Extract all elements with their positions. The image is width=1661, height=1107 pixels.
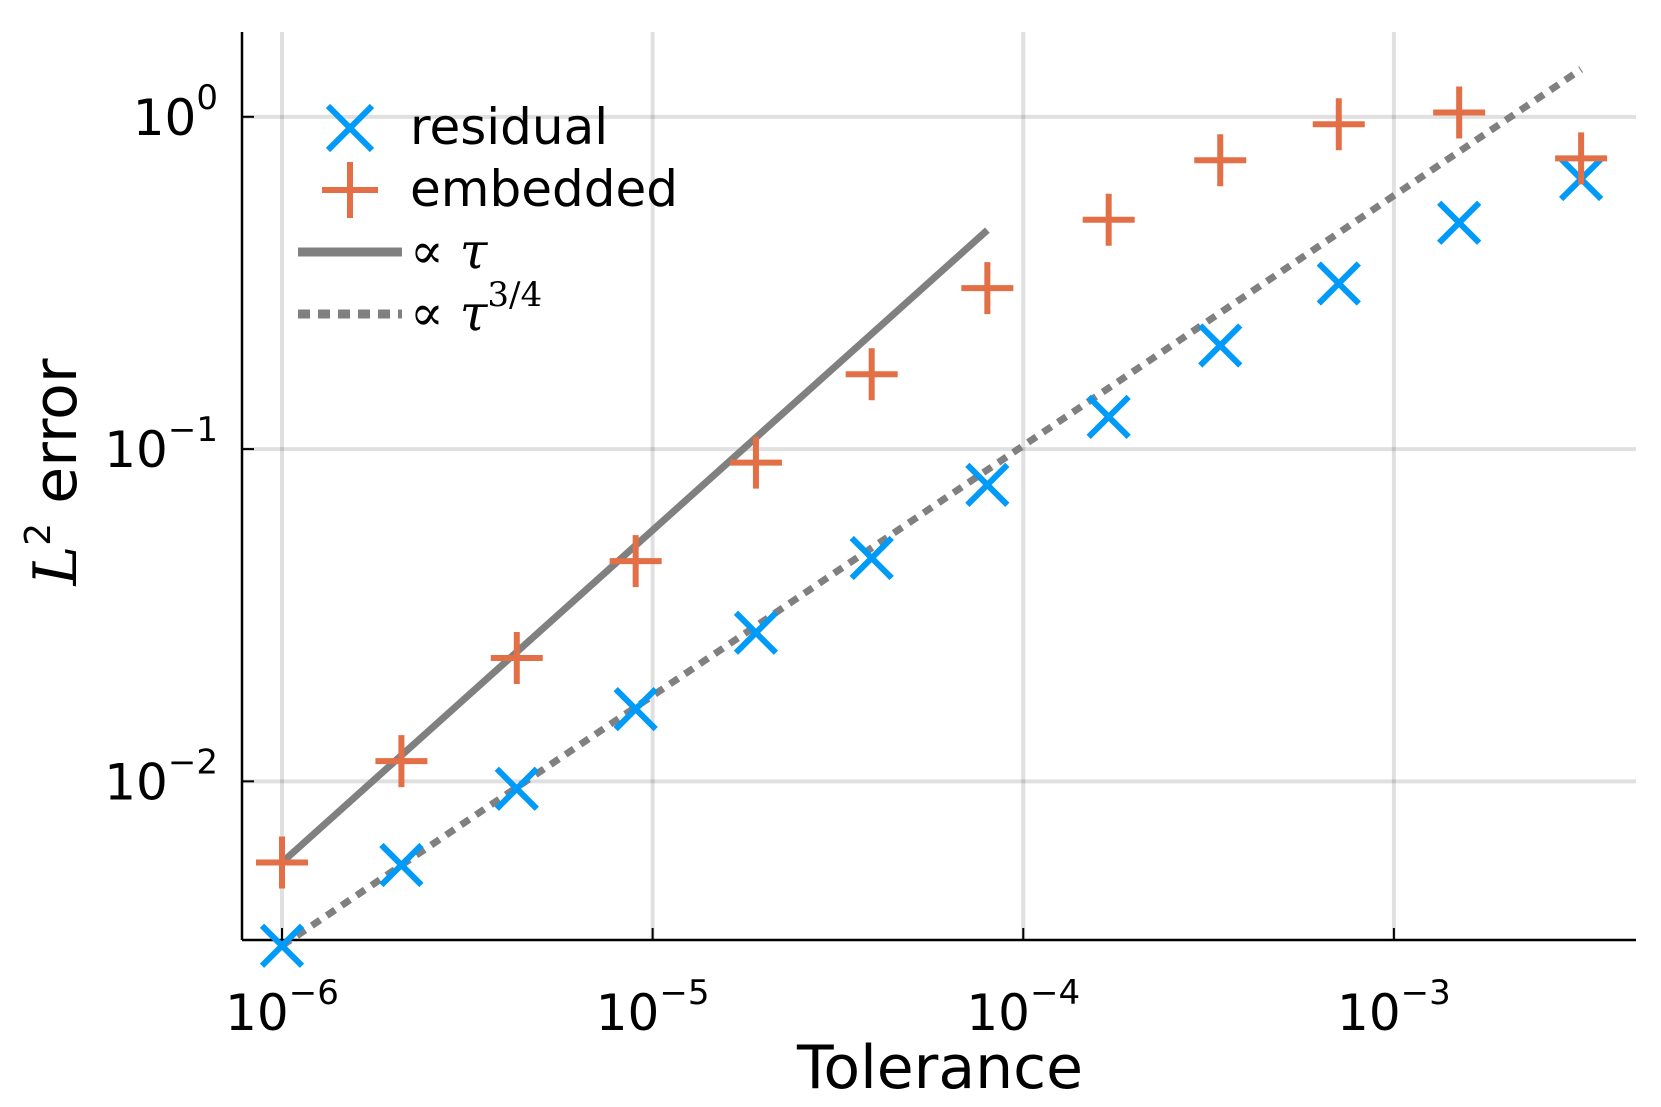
legend-item: ∝ τ [298,222,489,280]
embedded-point [961,262,1014,315]
residual-point [965,462,1010,508]
embedded-point [1433,86,1486,139]
series-layer [255,66,1608,968]
residual-point [1316,261,1361,306]
axes [240,32,1636,942]
embedded-point [375,735,428,788]
residual-point [1198,323,1243,368]
y-tick-label: 10−2 [104,742,218,811]
legend-label: ∝ τ [410,222,489,280]
embedded-point [1312,98,1365,151]
legend-item: ∝ τ3/4 [298,275,542,342]
axis-titles: Tolerance L2 error [18,358,1083,1103]
y-tick-label: 10−1 [104,410,218,479]
residual-point [379,842,424,888]
x-tick-label: 10−6 [225,973,339,1042]
residual-point [849,535,894,581]
residual-point [259,923,305,968]
grid [242,32,1636,940]
legend-marker-plus [322,162,378,218]
legend-marker-x [325,103,375,153]
legend-label: residual [410,98,608,156]
x-axis-title: Tolerance [796,1033,1083,1103]
series-tau-34-line [280,66,1584,949]
x-tick-label: 10−5 [596,973,710,1042]
y-axis-title-sup: 2 [18,523,59,546]
embedded-point [1082,193,1135,246]
residual-point [733,610,779,655]
reference-line-tau-3-4 [280,66,1584,949]
embedded-point [490,632,543,685]
y-axis-title: L2 error [18,358,91,586]
y-tick-label: 100 [133,78,218,147]
legend-label: embedded [410,160,678,218]
residual-point [1086,394,1131,439]
embedded-point [1555,132,1608,185]
series-residual [259,156,1604,968]
embedded-point [1194,134,1247,187]
x-tick-label: 10−3 [1337,973,1451,1042]
series-embedded [255,86,1608,889]
residual-point [613,686,658,732]
ticks: 10−6 10−5 10−4 10−3 10−2 10−1 100 [104,78,1451,1042]
embedded-point [609,535,662,588]
embedded-point [845,348,898,401]
x-tick-label: 10−4 [966,973,1080,1042]
residual-point [1437,200,1482,245]
y-axis-title-rest: error [21,358,91,523]
legend-label: ∝ τ3/4 [410,275,542,342]
embedded-point [729,436,782,489]
embedded-point [255,836,308,889]
residual-point [494,766,539,811]
y-axis-title-base: L [21,546,91,587]
legend-item: embedded [322,160,678,218]
legend-item: residual [325,98,608,156]
